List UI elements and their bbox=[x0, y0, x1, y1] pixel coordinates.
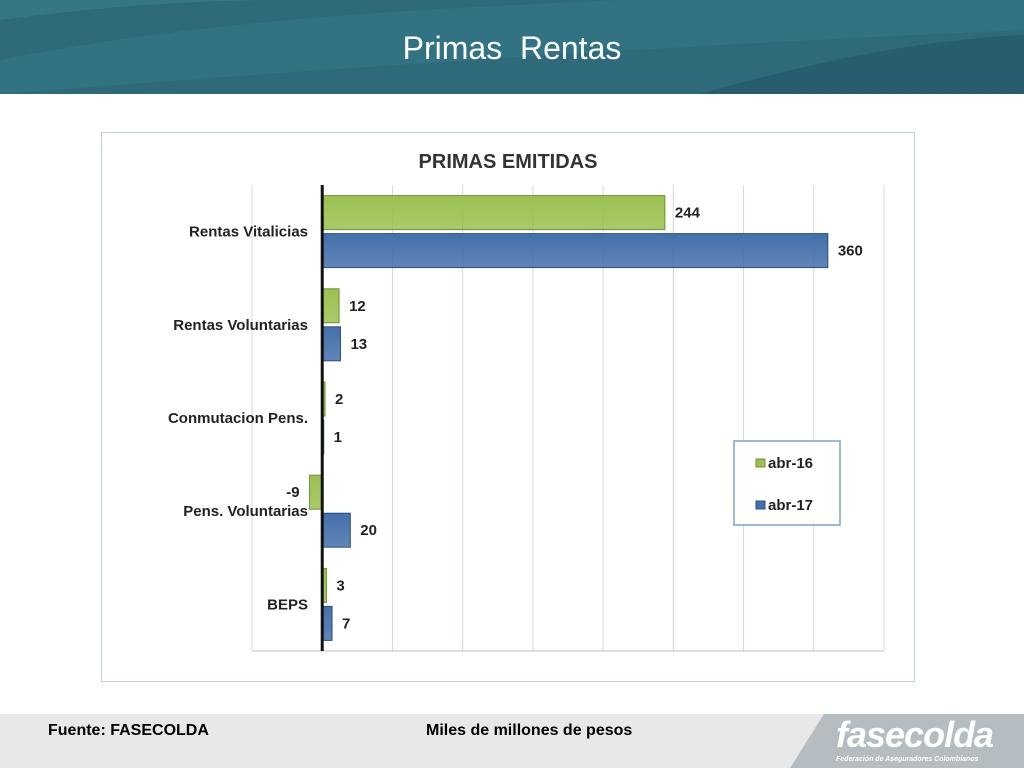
data-label: 244 bbox=[675, 205, 701, 222]
bar-chart: PRIMAS EMITIDAS Rentas Vitalicias 244 360 Re… bbox=[168, 151, 885, 652]
units-note: Miles de millones de pesos bbox=[426, 722, 633, 739]
header-decoration bbox=[0, 0, 1024, 94]
data-label: 1 bbox=[334, 429, 342, 446]
bar-abr-16 bbox=[309, 474, 323, 510]
header-banner: Primas Rentas bbox=[0, 0, 1024, 94]
data-label: 2 bbox=[335, 391, 343, 408]
data-label: 20 bbox=[360, 522, 377, 539]
bar-abr-16 bbox=[321, 288, 340, 324]
logo-background bbox=[790, 714, 1024, 768]
data-label: 12 bbox=[349, 298, 366, 315]
category-label: Rentas Vitalicias bbox=[189, 224, 308, 241]
category-label: Conmutacion Pens. bbox=[168, 410, 308, 427]
legend-box bbox=[733, 440, 841, 526]
footer: Fuente: FASECOLDA Miles de millones de p… bbox=[0, 714, 1024, 768]
legend-swatch bbox=[755, 458, 766, 468]
bar-abr-17 bbox=[321, 512, 351, 548]
chart-title: PRIMAS EMITIDAS bbox=[419, 151, 598, 173]
data-label: 360 bbox=[838, 243, 863, 260]
bar-abr-17 bbox=[321, 326, 341, 362]
fasecolda-logo: fasecolda bbox=[836, 714, 994, 755]
bar-abr-16 bbox=[321, 195, 666, 231]
legend-label: abr-16 bbox=[768, 455, 813, 472]
data-label: 3 bbox=[336, 577, 344, 594]
chart-frame: PRIMAS EMITIDAS Rentas Vitalicias 244 360 Re… bbox=[101, 132, 915, 682]
data-label: 7 bbox=[342, 615, 350, 632]
bar-abr-17 bbox=[321, 233, 829, 269]
legend-swatch bbox=[755, 500, 766, 510]
legend-label: abr-17 bbox=[768, 497, 813, 514]
source-note: Fuente: FASECOLDA bbox=[48, 722, 209, 739]
data-label: -9 bbox=[286, 484, 299, 501]
category-label: Rentas Voluntarias bbox=[173, 317, 308, 334]
slide-title: Primas Rentas bbox=[402, 30, 622, 66]
data-label: 13 bbox=[350, 336, 367, 353]
category-label: Pens. Voluntarias bbox=[183, 503, 308, 520]
category-label: BEPS bbox=[267, 596, 308, 613]
fasecolda-logo-subtitle: Federación de Aseguradores Colombianos bbox=[836, 756, 979, 763]
